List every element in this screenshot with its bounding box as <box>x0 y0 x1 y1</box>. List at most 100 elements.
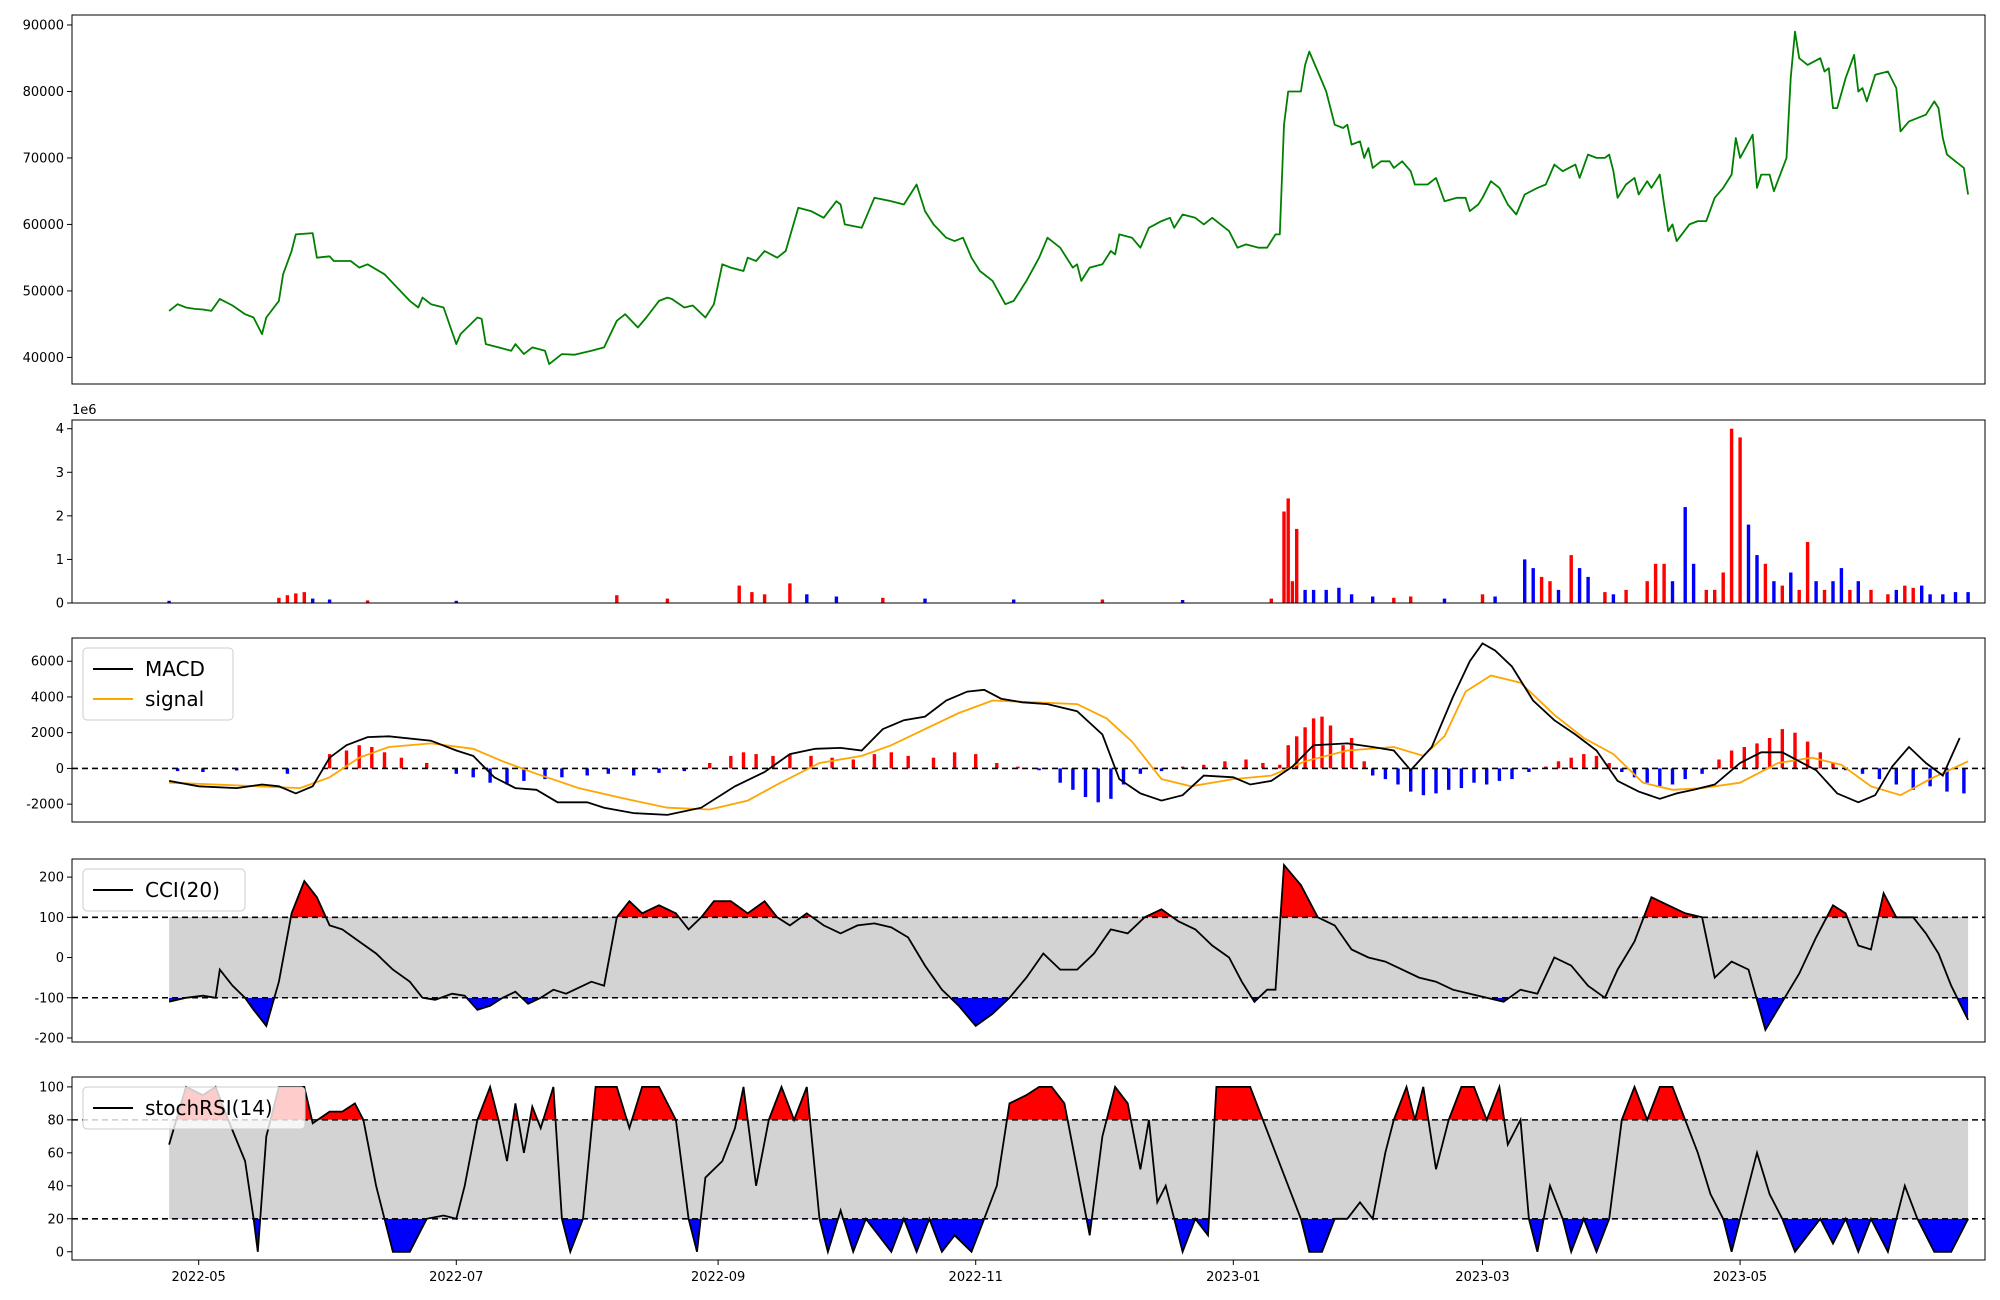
macd-histogram-bar <box>1805 741 1810 769</box>
macd-histogram-bar <box>1569 757 1573 769</box>
volume-bar <box>1012 599 1016 603</box>
volume-bar <box>1903 585 1907 603</box>
volume-bar <box>1480 594 1485 603</box>
cci-ytick-label: 100 <box>39 911 64 926</box>
macd-histogram-bar <box>1683 768 1687 780</box>
macd-histogram-bar <box>1780 729 1784 769</box>
volume-bar <box>1886 594 1890 603</box>
price-ytick-label: 90000 <box>23 18 64 33</box>
macd-histogram-bar <box>1421 768 1426 796</box>
macd-histogram-bar <box>1582 754 1586 769</box>
volume-bar <box>1683 507 1687 603</box>
macd-ytick-label: 0 <box>56 762 64 777</box>
volume-bar <box>1311 589 1316 603</box>
macd-histogram-bar <box>1159 768 1164 772</box>
stochrsi-oversold-fill <box>169 1218 1969 1252</box>
cci-ytick-label: -100 <box>34 991 64 1006</box>
macd-histogram-bar <box>505 768 509 785</box>
macd-ytick-label: 2000 <box>31 726 64 741</box>
macd-histogram-bar <box>1016 766 1020 769</box>
macd-histogram-bar <box>1278 764 1282 769</box>
macd-legend <box>82 647 234 721</box>
macd-histogram-bar <box>543 768 547 780</box>
cci-frame <box>71 858 1986 1043</box>
macd-histogram-bar <box>454 768 458 774</box>
volume-bar <box>615 595 619 603</box>
macd-panel: -2000 0 2000 4000 6000 MACD signal <box>26 637 1986 823</box>
price-ytick-label: 40000 <box>23 351 64 366</box>
macd-histogram-bar <box>1556 761 1561 769</box>
volume-bar <box>302 592 306 603</box>
volume-bar <box>1911 587 1915 604</box>
macd-histogram-bar <box>1244 759 1248 769</box>
cci-legend-label: CCI(20) <box>145 878 220 902</box>
volume-bar <box>1539 576 1544 603</box>
macd-histogram-bar <box>995 763 999 769</box>
macd-histogram-bar <box>1320 716 1324 769</box>
macd-histogram-bar <box>974 754 978 769</box>
volume-bar <box>1653 563 1658 603</box>
macd-histogram-bar <box>1058 768 1062 783</box>
macd-histogram-bar <box>1894 768 1898 785</box>
macd-histogram-bar <box>1793 732 1797 769</box>
macd-histogram-bar <box>1138 768 1143 774</box>
x-tick-label: 2022-07 <box>429 1270 483 1285</box>
volume-bar <box>1953 592 1958 603</box>
volume-bar <box>1721 572 1725 603</box>
macd-histogram-bar <box>1945 768 1949 792</box>
macd-histogram-bar <box>851 759 855 769</box>
macd-histogram-bar <box>741 752 746 769</box>
volume-bar <box>1100 599 1105 603</box>
volume-bar <box>1556 589 1561 603</box>
x-tick-label: 2022-11 <box>949 1270 1003 1285</box>
macd-histogram-bar <box>1670 768 1675 785</box>
volume-bar <box>1645 581 1649 603</box>
macd-histogram-bar <box>1928 768 1932 787</box>
macd-histogram-bar <box>471 768 475 778</box>
volume-bar <box>1805 542 1810 603</box>
macd-histogram-bar <box>1877 768 1882 780</box>
macd-histogram-bar <box>382 752 387 769</box>
volume-bar <box>1409 596 1413 603</box>
macd-signal-line <box>169 674 1969 811</box>
macd-histogram-bar <box>1544 766 1548 769</box>
volume-bar <box>1713 589 1717 603</box>
macd-histogram-bar <box>1485 768 1489 785</box>
volume-bar <box>1269 598 1273 603</box>
volume-frame <box>71 419 1986 604</box>
cci-line <box>168 862 1969 1033</box>
macd-histogram-bar <box>771 755 775 769</box>
volume-bar <box>1729 428 1734 603</box>
macd-histogram-bar <box>1729 750 1734 769</box>
volume-bar <box>1856 581 1860 603</box>
volume-bar <box>1282 511 1286 603</box>
macd-histogram-bar <box>708 763 712 769</box>
volume-ytick-label: 2 <box>56 509 64 524</box>
volume-bar <box>167 600 171 603</box>
macd-histogram-bar <box>1409 768 1413 792</box>
macd-histogram-bar <box>1962 768 1966 794</box>
volume-ytick-label: 0 <box>56 597 64 612</box>
volume-bar <box>881 597 885 603</box>
macd-histogram-bar <box>1037 768 1041 771</box>
macd-histogram-bar <box>1911 768 1915 790</box>
macd-histogram-bar <box>754 754 758 769</box>
macd-histogram-bar <box>1447 768 1451 790</box>
macd-histogram-bar <box>1831 763 1835 769</box>
macd-legend-label: MACD <box>145 657 205 681</box>
volume-bar <box>1848 589 1852 603</box>
macd-histogram-bar <box>1286 745 1290 769</box>
macd-ytick-label: 4000 <box>31 690 64 705</box>
macd-histogram-bar <box>1328 725 1333 769</box>
macd-histogram-bar <box>235 768 239 771</box>
macd-ytick-label: -2000 <box>26 798 64 813</box>
macd-histogram-bar <box>285 768 290 774</box>
x-tick-label: 2022-09 <box>691 1270 745 1285</box>
volume-bar <box>665 598 670 603</box>
macd-histogram-bar <box>1717 759 1721 769</box>
cci-ytick-label: -200 <box>34 1031 64 1046</box>
macd-ytick-label: 6000 <box>31 655 64 670</box>
cci-ytick-label: 200 <box>39 871 64 886</box>
macd-histogram-bar <box>1645 768 1649 783</box>
